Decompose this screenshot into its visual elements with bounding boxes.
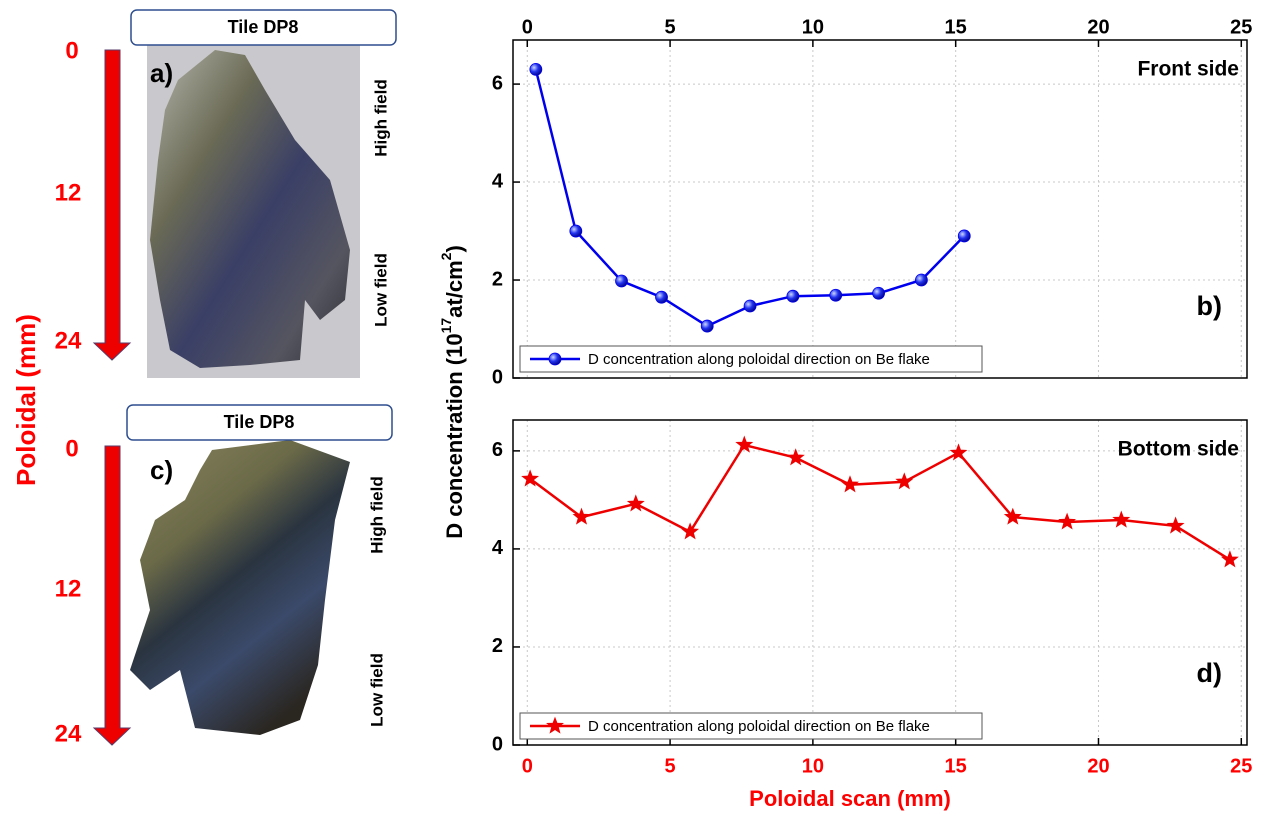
scale-tick: 24 [55, 327, 82, 354]
legend-label: D concentration along poloidal direction… [588, 718, 930, 735]
field-label: Low field [371, 253, 390, 327]
y-label-sup: 17 [438, 318, 454, 334]
y-label-sup: 2 [438, 252, 454, 260]
scale-tick: 12 [55, 575, 82, 602]
legend-label: D concentration along poloidal direction… [588, 351, 930, 368]
field-label: High field [371, 79, 390, 156]
marker [628, 496, 643, 511]
marker [897, 474, 912, 488]
x-tick-label: 25 [1230, 16, 1252, 38]
scale-tick: 0 [65, 37, 78, 64]
marker [951, 445, 966, 460]
y-tick-label: 4 [492, 537, 504, 559]
y-tick-label: 2 [492, 268, 503, 290]
panel-label: c) [150, 455, 173, 485]
marker [530, 63, 542, 75]
x-tick-label: 5 [665, 755, 676, 777]
photo-a: Tile DP8 a) High field Low field 0 12 24 [55, 10, 400, 378]
marker [570, 225, 582, 237]
marker [788, 450, 803, 465]
scale-label: Poloidal (mm) [11, 314, 41, 486]
x-tick-label: 0 [522, 755, 533, 777]
panel-label: d) [1197, 658, 1222, 688]
marker [830, 289, 842, 301]
marker [787, 290, 799, 302]
marker [744, 300, 756, 312]
y-tick-label: 4 [492, 170, 504, 192]
marker [701, 320, 713, 332]
scale-tick: 0 [65, 435, 78, 462]
marker [1222, 552, 1237, 567]
y-label-part: D concentration (10 [442, 333, 467, 538]
field-label: Low field [367, 653, 386, 727]
marker [683, 524, 698, 538]
x-tick-label: 10 [802, 16, 824, 38]
marker [737, 437, 752, 452]
x-tick-label: 20 [1087, 755, 1109, 777]
x-axis-label: Poloidal scan (mm) [749, 786, 951, 811]
marker [842, 477, 857, 492]
y-tick-label: 0 [492, 366, 503, 388]
photo-title: Tile DP8 [224, 412, 295, 432]
y-tick-label: 0 [492, 733, 503, 755]
marker [915, 274, 927, 286]
y-tick-label: 6 [492, 72, 503, 94]
x-tick-label: 15 [945, 755, 967, 777]
marker [574, 509, 589, 523]
y-axis-label: D concentration (1017at/cm2) [438, 245, 467, 539]
field-label: High field [367, 476, 386, 553]
scale-tick: 12 [55, 179, 82, 206]
scale-arrow [94, 50, 130, 360]
figure: Tile DP8 a) High field Low field 0 12 24… [0, 0, 1280, 818]
marker [1060, 514, 1075, 528]
marker [656, 291, 668, 303]
series-line [536, 69, 965, 326]
panel-label: a) [150, 58, 173, 88]
x-tick-label: 0 [522, 16, 533, 38]
x-tick-label: 25 [1230, 755, 1252, 777]
x-tick-label: 10 [802, 755, 824, 777]
x-tick-label: 20 [1087, 16, 1109, 38]
photo-title: Tile DP8 [228, 17, 299, 37]
scale-tick: 24 [55, 720, 82, 747]
plot-frame [513, 40, 1247, 378]
panel-label: b) [1197, 291, 1222, 321]
x-tick-label: 15 [945, 16, 967, 38]
marker [1114, 512, 1129, 527]
x-tick-label: 5 [665, 16, 676, 38]
marker [873, 287, 885, 299]
side-label: Front side [1137, 58, 1239, 81]
y-label-part: ) [442, 245, 467, 252]
y-label-part: at/cm [442, 260, 467, 317]
marker [616, 275, 628, 287]
y-tick-label: 6 [492, 439, 503, 461]
y-tick-label: 2 [492, 635, 503, 657]
plot-frame [513, 420, 1247, 745]
side-label: Bottom side [1118, 438, 1239, 461]
marker [958, 230, 970, 242]
scale-arrow [94, 446, 130, 745]
photo-c: Tile DP8 c) High field Low field 0 12 24 [55, 405, 392, 747]
marker [549, 353, 561, 365]
